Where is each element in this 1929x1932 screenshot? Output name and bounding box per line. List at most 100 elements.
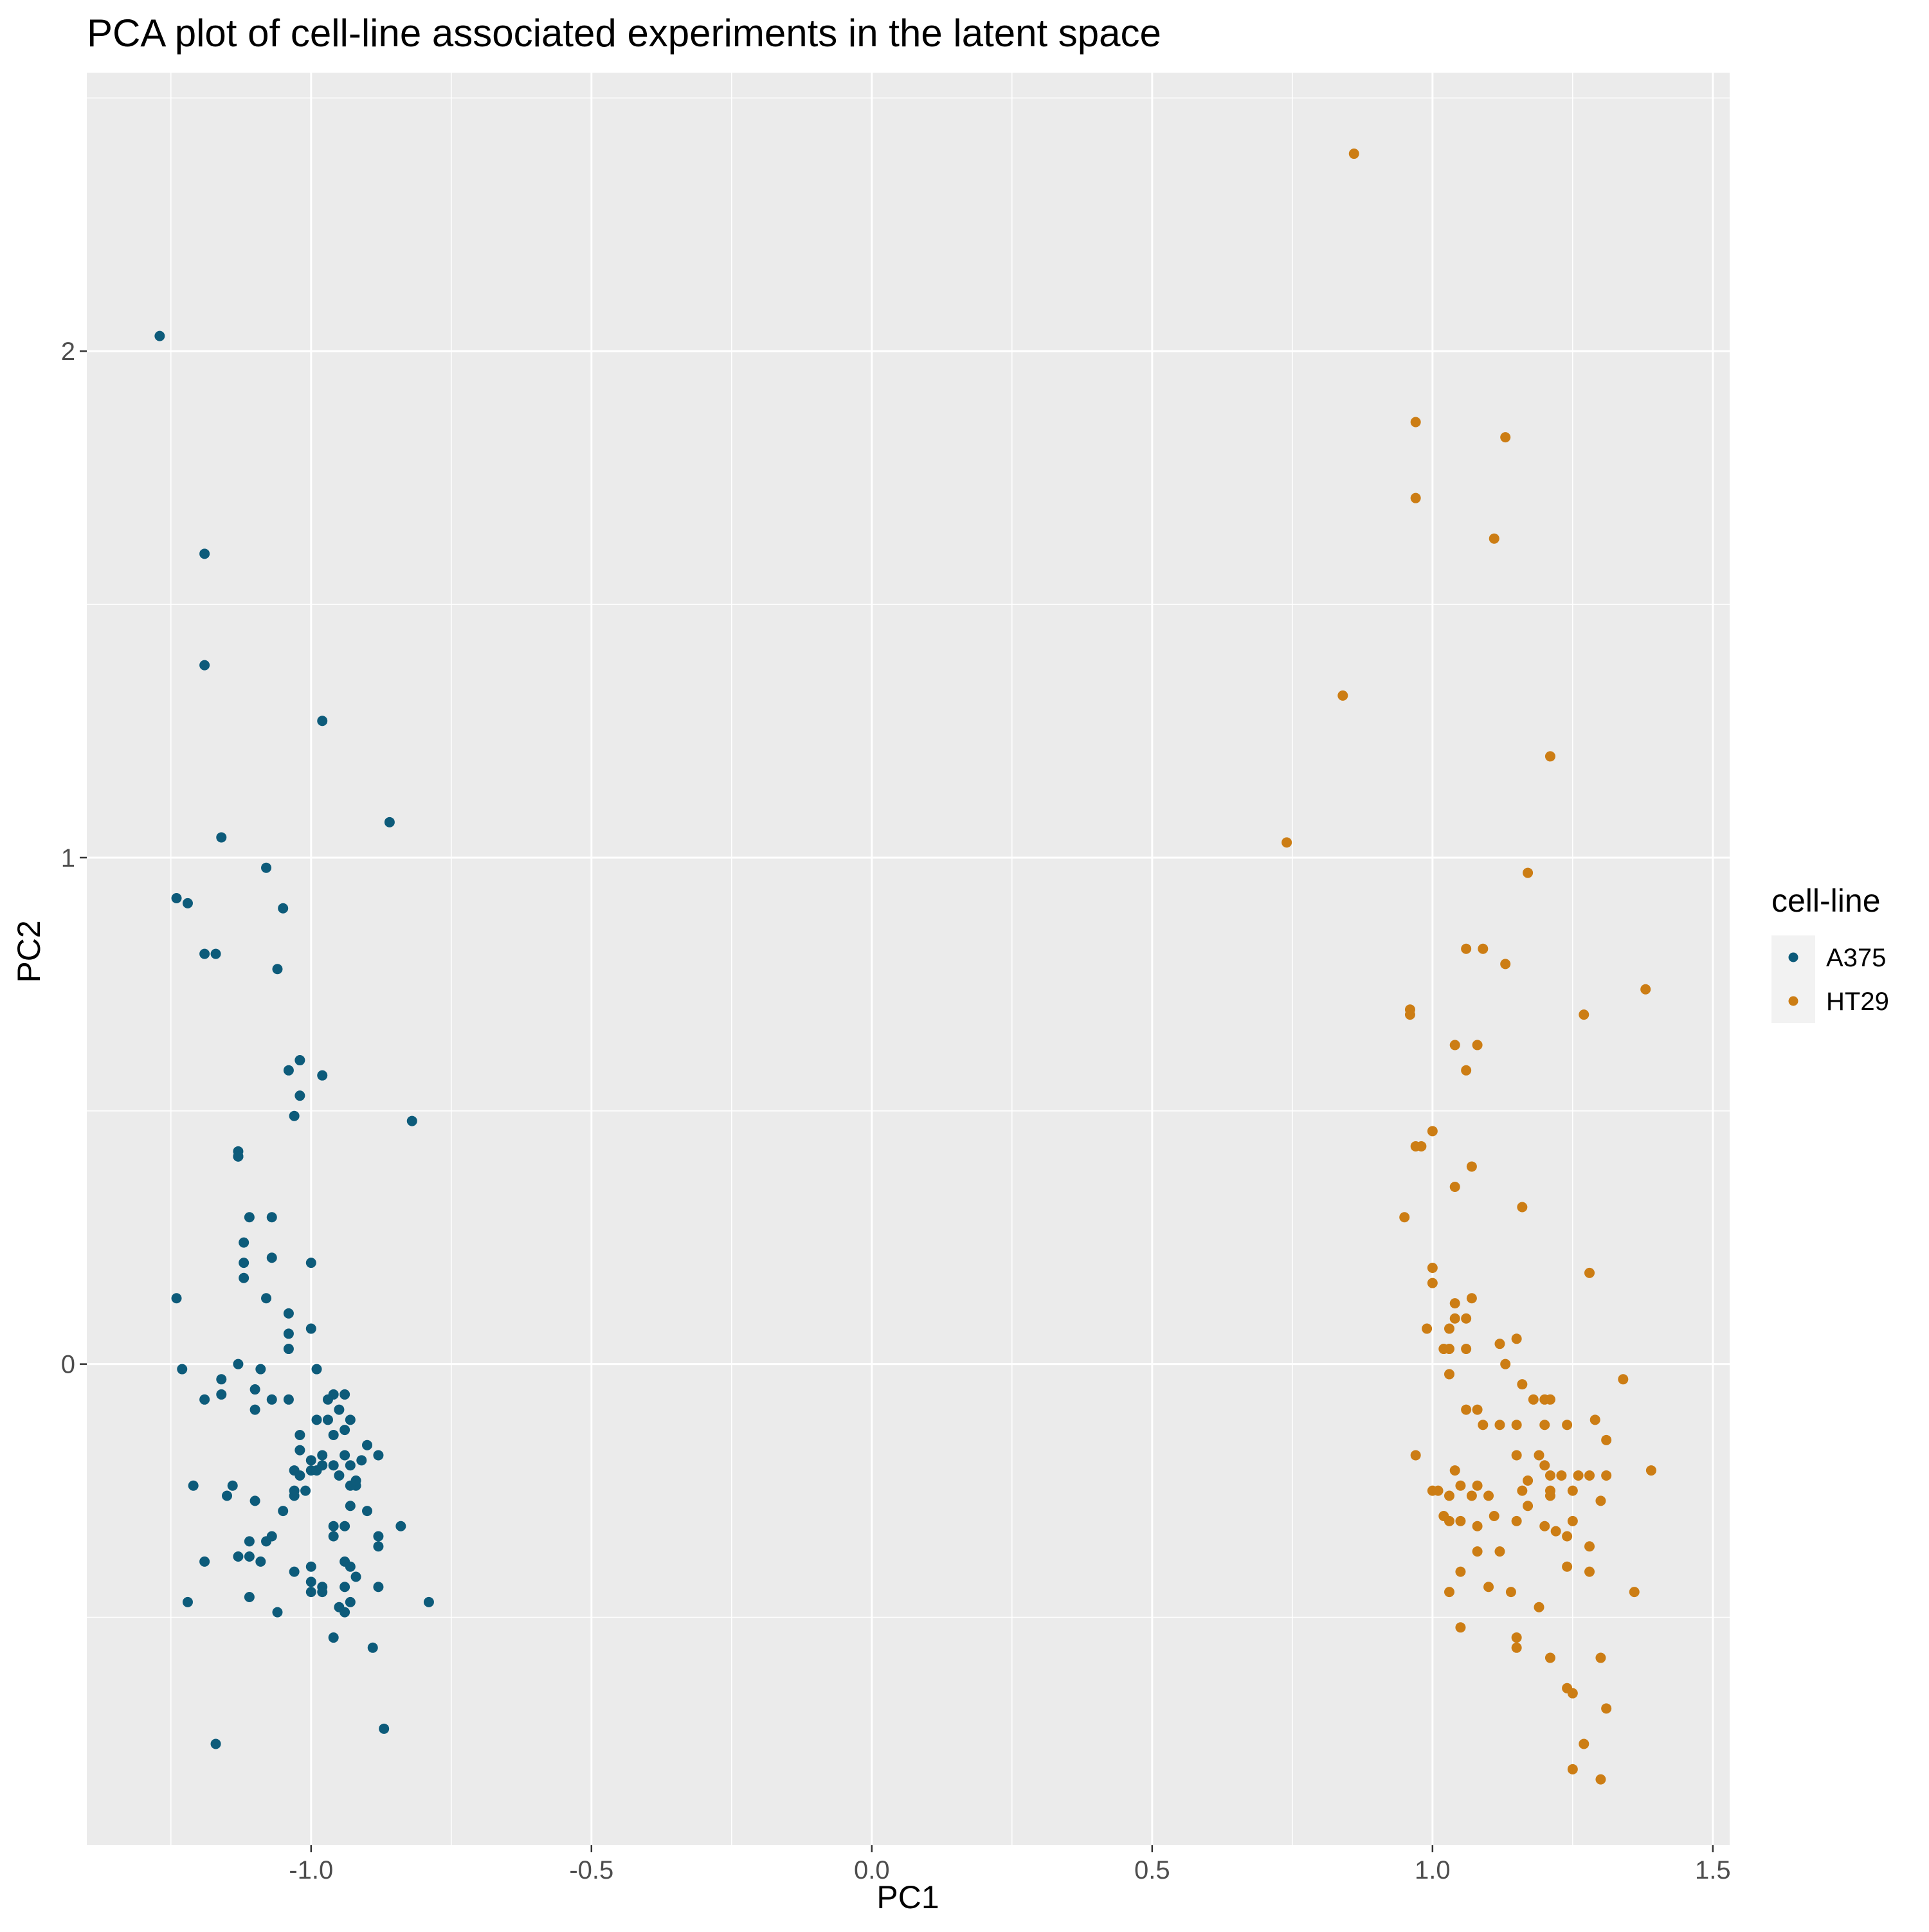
- data-point-ht29: [1427, 1263, 1438, 1274]
- data-point-a375: [233, 1551, 244, 1562]
- data-point-ht29: [1472, 1546, 1483, 1557]
- data-point-a375: [345, 1460, 356, 1471]
- data-point-a375: [199, 948, 210, 959]
- data-point-a375: [239, 1237, 249, 1248]
- data-point-a375: [289, 1566, 300, 1577]
- data-point-a375: [249, 1404, 260, 1415]
- data-point-ht29: [1455, 1515, 1466, 1526]
- data-point-ht29: [1500, 432, 1511, 443]
- data-point-a375: [423, 1596, 434, 1607]
- data-point-ht29: [1595, 1495, 1606, 1506]
- data-point-a375: [305, 1258, 316, 1268]
- data-point-a375: [356, 1455, 367, 1466]
- data-point-ht29: [1444, 1369, 1454, 1380]
- data-point-a375: [340, 1450, 350, 1461]
- data-point-ht29: [1517, 1379, 1528, 1390]
- data-point-ht29: [1449, 1313, 1460, 1324]
- data-point-a375: [289, 1490, 300, 1501]
- data-point-ht29: [1567, 1515, 1578, 1526]
- data-point-a375: [322, 1414, 333, 1425]
- data-point-ht29: [1494, 1339, 1505, 1350]
- data-point-a375: [227, 1480, 238, 1491]
- data-point-a375: [261, 1293, 272, 1304]
- x-axis-title: PC1: [876, 1879, 939, 1915]
- data-point-ht29: [1562, 1420, 1573, 1431]
- data-point-a375: [266, 1212, 277, 1223]
- data-point-ht29: [1534, 1450, 1544, 1461]
- data-point-a375: [334, 1404, 345, 1415]
- data-point-ht29: [1444, 1323, 1454, 1334]
- data-point-ht29: [1544, 1394, 1555, 1405]
- data-point-a375: [311, 1414, 322, 1425]
- data-point-ht29: [1511, 1450, 1522, 1461]
- data-point-ht29: [1455, 1480, 1466, 1491]
- data-point-ht29: [1544, 1470, 1555, 1481]
- data-point-a375: [373, 1582, 384, 1593]
- data-point-a375: [272, 964, 283, 975]
- chart-title: PCA plot of cell-line associated experim…: [87, 12, 1161, 55]
- data-point-ht29: [1427, 1277, 1438, 1288]
- data-point-ht29: [1550, 1526, 1561, 1537]
- data-point-a375: [199, 1556, 210, 1567]
- data-point-a375: [266, 1252, 277, 1263]
- major-gridlines: [87, 73, 1730, 1845]
- data-point-a375: [244, 1551, 255, 1562]
- data-point-ht29: [1601, 1470, 1612, 1481]
- data-point-ht29: [1422, 1323, 1433, 1334]
- legend: cell-line A375 HT29: [1771, 883, 1889, 1023]
- data-point-a375: [373, 1450, 384, 1461]
- data-point-ht29: [1348, 149, 1359, 159]
- data-point-ht29: [1562, 1531, 1573, 1542]
- data-point-a375: [216, 1374, 227, 1385]
- data-point-ht29: [1567, 1688, 1578, 1699]
- data-point-ht29: [1416, 1141, 1427, 1151]
- data-point-ht29: [1517, 1485, 1528, 1496]
- legend-title: cell-line: [1771, 883, 1881, 919]
- data-point-a375: [317, 1070, 328, 1081]
- data-point-ht29: [1399, 1212, 1410, 1223]
- data-point-ht29: [1567, 1485, 1578, 1496]
- data-point-a375: [182, 1596, 193, 1607]
- data-point-a375: [272, 1607, 283, 1618]
- data-point-a375: [244, 1536, 255, 1547]
- data-point-ht29: [1410, 417, 1421, 428]
- data-point-ht29: [1556, 1470, 1567, 1481]
- data-point-ht29: [1505, 1587, 1516, 1598]
- data-point-ht29: [1500, 959, 1511, 970]
- data-point-ht29: [1528, 1394, 1539, 1405]
- data-point-ht29: [1444, 1490, 1454, 1501]
- data-point-ht29: [1629, 1587, 1640, 1598]
- y-tick-label: 1: [61, 844, 75, 872]
- data-point-ht29: [1544, 751, 1555, 762]
- data-point-ht29: [1539, 1460, 1550, 1471]
- data-point-ht29: [1337, 690, 1348, 701]
- data-point-a375: [406, 1115, 417, 1126]
- data-point-ht29: [1589, 1414, 1600, 1425]
- data-point-a375: [278, 903, 289, 914]
- data-point-ht29: [1640, 984, 1651, 995]
- data-point-ht29: [1562, 1561, 1573, 1572]
- data-point-a375: [249, 1495, 260, 1506]
- data-point-ht29: [1489, 1510, 1499, 1521]
- data-point-a375: [305, 1323, 316, 1334]
- data-point-a375: [255, 1556, 266, 1567]
- data-point-ht29: [1618, 1374, 1629, 1385]
- data-point-a375: [373, 1541, 384, 1552]
- legend-label-a375: A375: [1826, 944, 1886, 972]
- data-point-a375: [340, 1582, 350, 1593]
- data-point-a375: [294, 1470, 305, 1481]
- data-point-ht29: [1511, 1333, 1522, 1344]
- y-tick-label: 0: [61, 1351, 75, 1379]
- data-point-a375: [182, 898, 193, 908]
- data-point-ht29: [1511, 1420, 1522, 1431]
- data-point-a375: [222, 1490, 233, 1501]
- data-point-ht29: [1444, 1515, 1454, 1526]
- data-point-a375: [345, 1480, 356, 1491]
- data-point-a375: [384, 817, 395, 827]
- data-point-ht29: [1494, 1420, 1505, 1431]
- x-tick-label: 1.5: [1695, 1856, 1731, 1884]
- data-point-a375: [210, 1738, 221, 1749]
- data-point-ht29: [1523, 1475, 1534, 1486]
- data-point-ht29: [1461, 943, 1472, 954]
- data-point-ht29: [1534, 1602, 1544, 1612]
